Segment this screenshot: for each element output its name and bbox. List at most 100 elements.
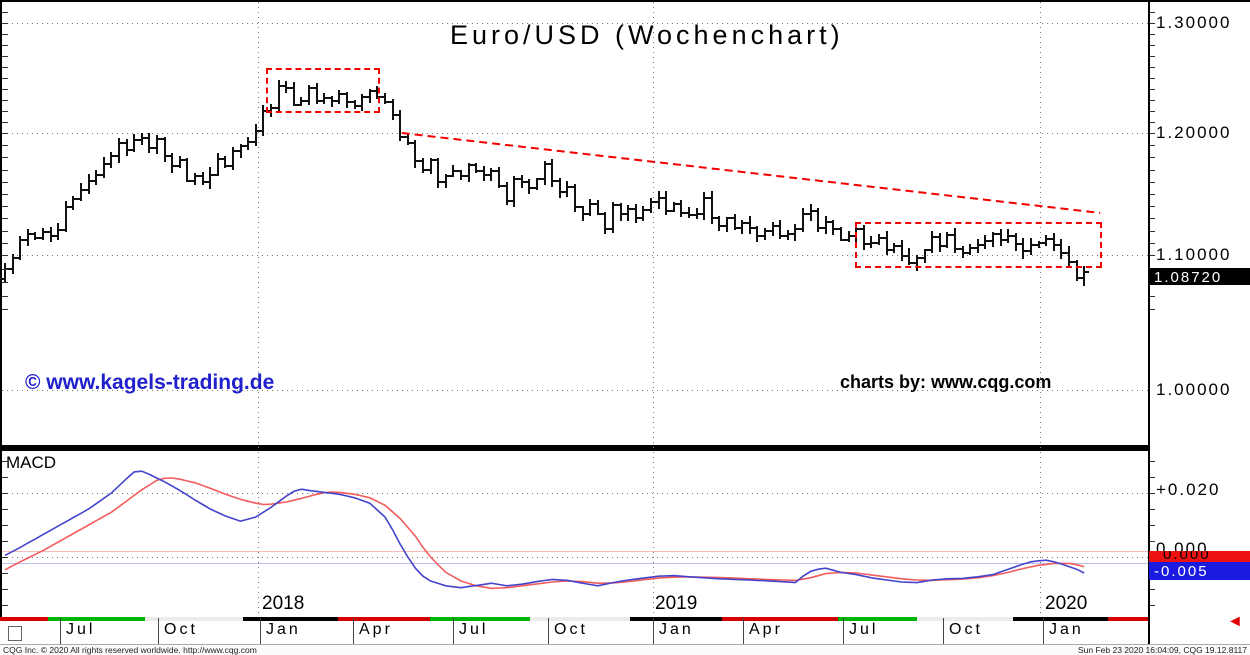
price-axis-tick bbox=[2, 269, 8, 270]
price-axis-tick bbox=[2, 122, 8, 123]
macd-axis-tick bbox=[1150, 509, 1155, 510]
quarter-ribbon-segment bbox=[0, 617, 48, 621]
price-axis-tick bbox=[2, 89, 8, 90]
quarter-ribbon-segment bbox=[838, 617, 917, 621]
month-tick bbox=[548, 618, 549, 644]
macd-axis-tick bbox=[2, 573, 8, 574]
macd-axis-tick bbox=[1150, 541, 1155, 542]
price-axis-tick bbox=[2, 100, 8, 101]
price-axis-tick bbox=[2, 12, 8, 13]
quarter-ribbon-segment bbox=[1108, 617, 1148, 621]
charts-by-credit: charts by: www.cqg.com bbox=[840, 372, 1052, 392]
price-axis-tick bbox=[1150, 206, 1155, 207]
price-axis-tick bbox=[2, 45, 8, 46]
chart-plot-area[interactable] bbox=[0, 0, 1148, 617]
price-axis-tick bbox=[1150, 194, 1155, 195]
year-label: 2019 bbox=[655, 593, 698, 614]
quarter-ribbon-segment bbox=[722, 617, 838, 621]
price-axis-tick bbox=[1150, 145, 1155, 146]
month-tick bbox=[653, 618, 654, 644]
quarter-ribbon-segment bbox=[338, 617, 430, 621]
axis-border bbox=[1148, 0, 1150, 644]
month-tick bbox=[60, 618, 61, 644]
price-axis-tick bbox=[1150, 100, 1155, 101]
quarter-ribbon-segment bbox=[430, 617, 530, 621]
price-axis-tick bbox=[1150, 182, 1155, 183]
price-axis-label: 1.30000 bbox=[1156, 13, 1232, 32]
month-label: Oct bbox=[164, 621, 198, 638]
month-label: Jul bbox=[459, 621, 489, 638]
month-label: Oct bbox=[949, 621, 983, 638]
macd-axis-tick bbox=[2, 589, 8, 590]
price-axis-tick bbox=[1150, 243, 1155, 244]
macd-axis-tick bbox=[2, 605, 8, 606]
price-axis-label: 1.00000 bbox=[1156, 380, 1232, 399]
quarter-ribbon-segment bbox=[530, 617, 630, 621]
month-tick bbox=[943, 618, 944, 644]
month-tick bbox=[158, 618, 159, 644]
price-axis-tick bbox=[1150, 157, 1155, 158]
price-axis-tick bbox=[2, 145, 8, 146]
macd-signal-value-badge: 0.000 bbox=[1149, 551, 1250, 562]
quarter-ribbon-segment bbox=[917, 617, 1013, 621]
price-axis-label: 1.20000 bbox=[1156, 123, 1232, 142]
macd-panel-label: MACD bbox=[6, 453, 57, 472]
price-axis-tick bbox=[2, 133, 8, 134]
price-axis-tick bbox=[1150, 89, 1155, 90]
macd-axis-tick bbox=[2, 557, 8, 558]
macd-axis-tick bbox=[1150, 493, 1155, 494]
month-label: Jan bbox=[266, 621, 301, 638]
month-tick bbox=[1043, 618, 1044, 644]
price-axis-tick bbox=[2, 56, 8, 57]
macd-axis-tick bbox=[1150, 525, 1155, 526]
price-axis-tick bbox=[1150, 34, 1155, 35]
panel-grip-box[interactable] bbox=[8, 626, 22, 641]
price-axis-tick bbox=[1150, 111, 1155, 112]
macd-axis-tick bbox=[1150, 605, 1155, 606]
price-axis-tick bbox=[1150, 78, 1155, 79]
macd-axis-tick bbox=[2, 509, 8, 510]
macd-value-badge: -0.005 bbox=[1149, 562, 1250, 580]
watermark-link: © www.kagels-trading.de bbox=[25, 371, 275, 394]
month-tick bbox=[260, 618, 261, 644]
month-label: Jan bbox=[659, 621, 694, 638]
status-timestamp: Sun Feb 23 2020 16:04:09, CQG 19.12.8117 bbox=[1077, 645, 1247, 655]
month-tick bbox=[743, 618, 744, 644]
price-axis-tick bbox=[2, 78, 8, 79]
macd-axis-tick bbox=[2, 461, 8, 462]
price-axis-tick bbox=[2, 23, 8, 24]
price-axis-tick bbox=[1150, 67, 1155, 68]
price-axis-tick bbox=[2, 170, 8, 171]
price-axis-tick bbox=[2, 282, 8, 283]
macd-axis-tick bbox=[1150, 589, 1155, 590]
price-axis-tick bbox=[2, 111, 8, 112]
macd-axis-tick bbox=[2, 541, 8, 542]
quarter-ribbon-segment bbox=[243, 617, 338, 621]
price-axis-tick bbox=[2, 67, 8, 68]
quarter-ribbon-segment bbox=[48, 617, 145, 621]
macd-axis-tick bbox=[2, 525, 8, 526]
macd-axis-tick bbox=[2, 477, 8, 478]
month-label: Jan bbox=[1049, 621, 1084, 638]
price-axis-tick bbox=[2, 206, 8, 207]
status-copyright: CQG Inc. © 2020 All rights reserved worl… bbox=[3, 645, 257, 655]
price-axis-tick bbox=[2, 309, 8, 310]
month-tick bbox=[843, 618, 844, 644]
price-axis-tick bbox=[2, 231, 8, 232]
price-axis-tick bbox=[2, 182, 8, 183]
price-axis-tick bbox=[1150, 45, 1155, 46]
month-label: Jul bbox=[66, 621, 96, 638]
month-tick bbox=[353, 618, 354, 644]
scroll-left-arrow-icon[interactable]: ◄ bbox=[1227, 613, 1243, 630]
price-axis-tick bbox=[1150, 23, 1155, 24]
month-label: Apr bbox=[359, 621, 393, 638]
month-label: Apr bbox=[749, 621, 783, 638]
price-axis-tick bbox=[2, 296, 8, 297]
price-axis-tick bbox=[2, 157, 8, 158]
price-axis-tick bbox=[1150, 133, 1155, 134]
month-label: Oct bbox=[554, 621, 588, 638]
price-axis-tick bbox=[1150, 309, 1155, 310]
price-axis-tick bbox=[1150, 296, 1155, 297]
price-axis-tick bbox=[2, 218, 8, 219]
